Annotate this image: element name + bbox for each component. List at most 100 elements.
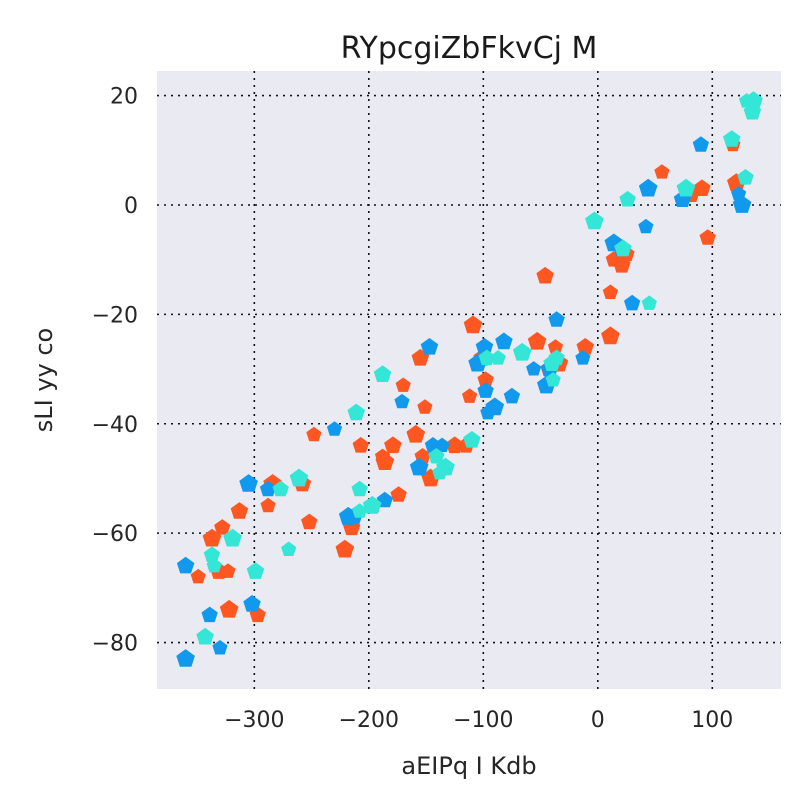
data-point — [347, 403, 365, 421]
data-point — [526, 361, 542, 376]
data-point — [373, 365, 392, 382]
data-point — [699, 229, 716, 245]
data-point — [462, 388, 478, 403]
data-point — [352, 503, 368, 518]
data-point — [406, 424, 426, 443]
data-point — [575, 350, 591, 365]
data-point — [475, 338, 494, 355]
data-point — [239, 474, 258, 492]
data-point — [301, 513, 318, 530]
data-point — [176, 556, 195, 574]
data-point — [602, 284, 618, 299]
data-point — [585, 211, 604, 230]
data-point — [548, 349, 565, 366]
data-point — [548, 311, 565, 327]
data-point — [409, 457, 429, 476]
data-point — [463, 315, 483, 334]
data-point — [503, 387, 521, 404]
y-tick-label: −20 — [92, 303, 138, 328]
x-tick-label: 0 — [591, 708, 605, 733]
data-point — [196, 627, 214, 645]
data-point — [272, 480, 289, 497]
data-point — [692, 136, 709, 152]
data-point — [395, 377, 411, 392]
x-tick-labels: −300 −200 −100 0 100 — [224, 708, 733, 733]
data-point — [219, 599, 239, 618]
data-point — [351, 480, 368, 497]
data-point — [220, 563, 236, 578]
data-point — [490, 350, 506, 365]
data-point — [723, 130, 741, 147]
y-tick-label: −60 — [92, 522, 138, 547]
data-points — [176, 91, 763, 667]
data-point — [601, 326, 620, 345]
data-point — [436, 457, 455, 476]
data-point — [619, 190, 636, 207]
data-point — [641, 295, 657, 310]
data-point — [485, 397, 505, 416]
data-point — [326, 421, 343, 436]
data-point — [420, 338, 439, 355]
data-point — [212, 640, 228, 655]
data-point — [206, 557, 222, 573]
data-point — [547, 339, 564, 354]
data-point — [638, 218, 654, 234]
y-tick-label: 0 — [124, 194, 138, 219]
plot-background — [157, 71, 781, 689]
data-point — [737, 169, 754, 185]
chart-title: RYpcgiZbFkvCj M — [341, 31, 598, 66]
data-point — [362, 496, 382, 514]
data-point — [390, 486, 407, 502]
data-point — [335, 539, 355, 558]
data-point — [477, 371, 494, 387]
data-point — [478, 349, 495, 366]
data-point — [693, 179, 711, 196]
data-point — [394, 393, 410, 409]
data-point — [417, 399, 433, 414]
data-point — [428, 448, 445, 464]
data-point — [576, 338, 594, 355]
x-tick-label: −200 — [339, 708, 399, 733]
x-axis-label: aEIPq I Kdb — [401, 752, 536, 780]
y-tick-label: −80 — [92, 632, 138, 657]
data-point — [214, 519, 231, 535]
data-point — [190, 568, 206, 584]
data-point — [246, 562, 265, 579]
data-point — [243, 595, 261, 612]
data-point — [676, 178, 696, 197]
data-point — [614, 239, 632, 257]
data-point — [495, 332, 513, 350]
data-point — [352, 437, 369, 453]
x-tick-label: −100 — [453, 708, 513, 733]
data-point — [259, 480, 277, 497]
y-tick-labels: −80 −60 −40 −20 0 20 — [92, 85, 138, 657]
data-point — [289, 468, 309, 487]
data-point — [434, 437, 450, 453]
data-point — [463, 431, 481, 448]
data-point — [375, 452, 395, 470]
data-point — [384, 436, 402, 454]
y-tick-label: 20 — [110, 85, 138, 110]
data-point — [445, 436, 464, 454]
data-point — [176, 649, 195, 667]
data-point — [624, 294, 641, 311]
data-point — [743, 102, 762, 120]
data-point — [306, 426, 322, 442]
data-point — [230, 502, 249, 519]
y-axis-label: sLI yy co — [30, 328, 58, 433]
data-point — [638, 178, 658, 197]
data-point — [260, 497, 276, 513]
data-point — [223, 528, 242, 547]
x-tick-label: −300 — [224, 708, 284, 733]
y-tick-label: −40 — [92, 413, 138, 438]
data-point — [477, 382, 494, 398]
data-point — [545, 372, 561, 387]
data-point — [536, 266, 554, 284]
x-tick-label: 100 — [691, 708, 733, 733]
data-point — [732, 195, 752, 213]
data-point — [654, 164, 670, 179]
data-point — [281, 541, 297, 556]
data-point — [201, 606, 218, 623]
data-point — [203, 546, 221, 562]
